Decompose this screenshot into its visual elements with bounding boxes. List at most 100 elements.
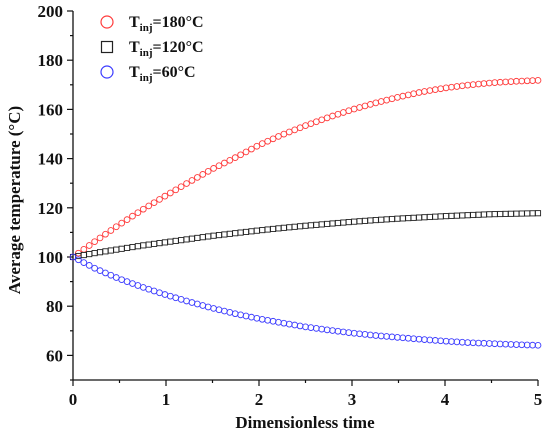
x-tick-label: 5: [534, 390, 543, 409]
data-point: [242, 148, 250, 156]
x-tick-label: 2: [255, 390, 264, 409]
data-point: [237, 311, 244, 319]
data-point: [285, 128, 293, 136]
data-point: [118, 219, 126, 227]
data-point: [113, 246, 120, 253]
data-point: [529, 210, 536, 217]
data-point: [361, 217, 369, 224]
data-point: [350, 105, 358, 113]
data-point: [258, 315, 266, 323]
data-point: [388, 215, 396, 223]
data-point: [513, 341, 520, 348]
data-point: [518, 77, 526, 85]
data-point: [404, 91, 412, 99]
data-point: [237, 151, 244, 159]
data-point: [134, 282, 142, 289]
data-point: [221, 307, 228, 315]
data-point: [280, 130, 288, 138]
data-point: [442, 84, 450, 92]
data-point: [394, 334, 401, 341]
data-point: [248, 228, 255, 235]
data-point: [437, 85, 445, 93]
data-point: [443, 213, 450, 220]
data-point: [415, 89, 423, 96]
data-point: [410, 335, 417, 343]
data-point: [166, 292, 174, 300]
data-point: [329, 327, 336, 334]
data-point: [496, 78, 504, 86]
data-point: [285, 320, 293, 328]
data-point: [458, 338, 466, 346]
data-point: [215, 232, 223, 239]
data-point: [523, 77, 531, 85]
y-tick-label: 200: [38, 2, 64, 21]
data-point: [497, 210, 504, 218]
legend: Tinj=180°C Tinj=120°C Tinj=60°C: [100, 14, 204, 84]
data-point: [377, 332, 385, 340]
data-point: [269, 317, 277, 325]
data-point: [80, 259, 88, 266]
data-point: [123, 216, 131, 223]
data-point: [431, 86, 439, 93]
x-tick-label: 1: [162, 390, 171, 409]
data-point: [215, 162, 223, 170]
data-point: [356, 104, 363, 111]
data-point: [464, 339, 472, 346]
data-point: [372, 217, 379, 224]
data-point: [480, 211, 487, 218]
data-point: [96, 234, 104, 242]
plot-frame: [72, 11, 538, 381]
data-point: [534, 210, 542, 217]
data-point: [458, 82, 466, 90]
data-point: [502, 340, 509, 348]
data-point: [204, 168, 212, 175]
data-point: [161, 239, 168, 246]
data-point: [534, 77, 542, 84]
data-point: [280, 319, 288, 327]
data-point: [264, 316, 272, 324]
data-point: [399, 334, 407, 342]
data-point: [259, 227, 266, 234]
data-point: [96, 267, 104, 275]
data-point: [475, 211, 482, 218]
data-point: [199, 302, 207, 309]
data-point: [534, 341, 542, 349]
data-point: [253, 314, 261, 322]
data-point: [161, 192, 169, 200]
legend-label: Tinj=180°C: [129, 14, 204, 34]
data-point: [339, 328, 347, 336]
data-point: [75, 256, 82, 264]
data-point: [150, 287, 158, 295]
data-point: [507, 341, 515, 348]
data-point: [291, 223, 298, 230]
data-point: [432, 213, 439, 220]
data-point: [102, 269, 109, 277]
data-point: [253, 227, 260, 234]
data-point: [356, 330, 363, 338]
data-point: [86, 251, 93, 258]
data-point: [156, 289, 163, 297]
data-point: [356, 218, 363, 225]
data-point: [486, 211, 493, 218]
data-point: [351, 218, 358, 225]
x-tick-label: 0: [69, 390, 78, 409]
data-point: [102, 230, 109, 238]
data-point: [307, 324, 315, 331]
data-point: [448, 83, 455, 91]
data-point: [194, 174, 201, 181]
data-point: [426, 336, 434, 344]
data-point: [470, 211, 477, 219]
series-2: [69, 253, 542, 349]
data-point: [426, 87, 434, 94]
data-point: [469, 339, 477, 347]
data-point: [151, 240, 158, 247]
data-point: [118, 276, 126, 284]
data-point: [410, 214, 417, 221]
data-point: [118, 245, 125, 252]
data-point: [318, 116, 326, 124]
data-point: [318, 325, 326, 333]
data-point: [313, 221, 320, 228]
data-point: [134, 209, 142, 217]
data-point: [523, 341, 531, 349]
data-point: [307, 222, 314, 229]
